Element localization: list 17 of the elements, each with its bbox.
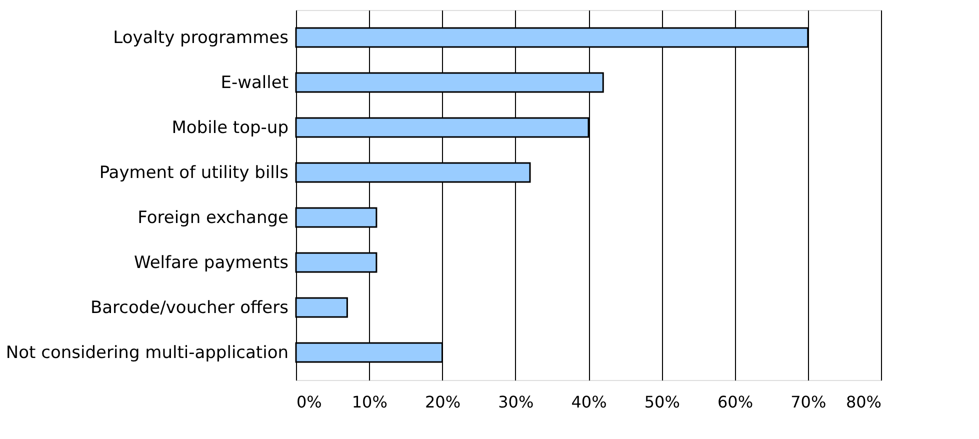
- y-tick-label: Loyalty programmes: [113, 28, 289, 48]
- y-tick-label: Not considering multi-application: [6, 343, 288, 363]
- x-tick-label: 70%: [790, 392, 826, 412]
- x-tick-label: 50%: [644, 392, 680, 412]
- y-tick-label: Foreign exchange: [138, 208, 288, 228]
- x-tick-label: 40%: [571, 392, 607, 412]
- x-tick-label: 20%: [424, 392, 461, 412]
- y-tick-label: Payment of utility bills: [99, 163, 289, 183]
- x-tick-label: 80%: [846, 392, 882, 412]
- x-tick-label: 60%: [717, 392, 754, 412]
- x-tick-label: 0%: [296, 392, 322, 412]
- y-tick-label: E-wallet: [220, 73, 289, 93]
- y-tick-label: Mobile top-up: [172, 118, 288, 138]
- x-tick-label: 30%: [498, 392, 534, 412]
- x-tick-label: 10%: [352, 392, 388, 412]
- y-tick-label: Barcode/voucher offers: [90, 298, 289, 318]
- y-tick-label: Welfare payments: [134, 253, 289, 273]
